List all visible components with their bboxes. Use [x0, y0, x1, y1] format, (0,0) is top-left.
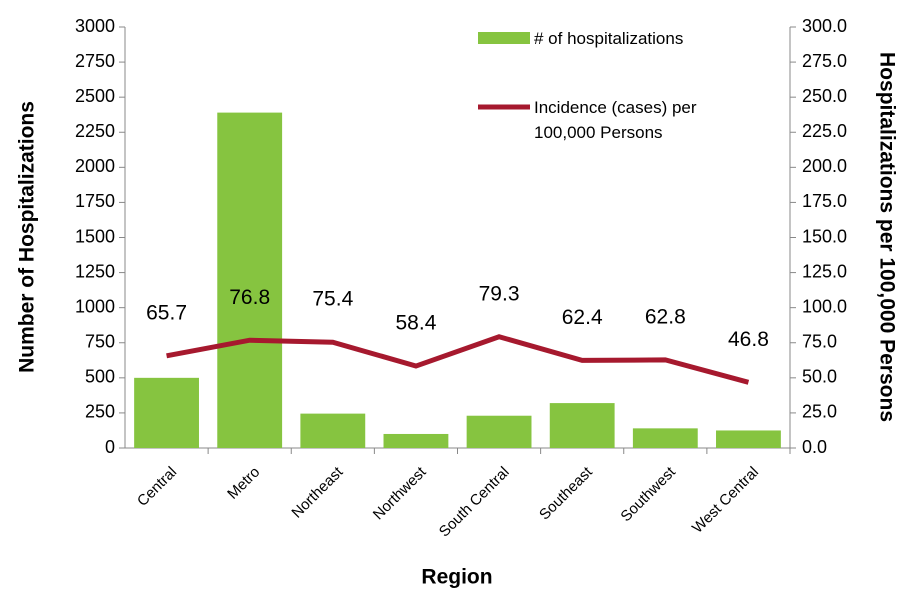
bar — [217, 112, 283, 448]
x-tick-label: Northeast — [288, 463, 347, 522]
legend-label: Incidence (cases) per 100,000 Persons — [534, 98, 697, 142]
y-axis-title: Number of Hospitalizations — [16, 101, 39, 373]
x-tick-label: Central — [134, 464, 180, 510]
x-tick-label: Northwest — [370, 463, 430, 523]
x-tick-label: Southwest — [617, 463, 679, 525]
y2-tick-label: 150.0 — [802, 226, 847, 246]
line — [166, 334, 750, 385]
y-tick-label: 250 — [85, 402, 115, 422]
y2-tick-label: 100.0 — [802, 296, 847, 316]
y2-tick-label: 125.0 — [802, 261, 847, 281]
y-tick-label: 1250 — [75, 261, 115, 281]
data-label: 62.4 — [562, 306, 603, 329]
y-tick-label: 2250 — [75, 121, 115, 141]
y-tick-label: 500 — [85, 367, 115, 387]
x-tick-label: West Central — [689, 464, 762, 537]
legend-item: # of hospitalizations — [534, 29, 684, 48]
x-tick-label: South Central — [436, 464, 513, 541]
bar — [716, 430, 781, 448]
y2-tick-label: 0.0 — [802, 437, 827, 457]
y-tick-label: 1000 — [75, 296, 115, 316]
x-tick-label: Metro — [224, 464, 263, 503]
y-tick-label: 2000 — [75, 156, 115, 176]
data-label: 62.8 — [645, 305, 686, 328]
bar — [383, 433, 449, 448]
x-tick-label: Southeast — [536, 463, 596, 523]
bar — [300, 413, 366, 448]
data-label: 75.4 — [312, 288, 353, 311]
y2-axis-title: Hospitalizations per 100,000 Persons — [875, 52, 898, 422]
legend-label: # of hospitalizations — [534, 29, 684, 48]
y2-tick-label: 175.0 — [802, 191, 847, 211]
legend-item: Incidence (cases) per 100,000 Persons — [534, 98, 697, 142]
data-label: 65.7 — [146, 301, 187, 324]
y2-tick-label: 300.0 — [802, 16, 847, 36]
y-tick-label: 1750 — [75, 191, 115, 211]
bar — [632, 428, 698, 448]
data-label: 79.3 — [479, 282, 520, 305]
y-tick-label: 2750 — [75, 51, 115, 71]
data-label: 46.8 — [728, 328, 769, 351]
x-axis-title: Region — [421, 566, 492, 589]
y2-tick-label: 50.0 — [802, 367, 837, 387]
y-tick-label: 2500 — [75, 86, 115, 106]
y2-tick-label: 75.0 — [802, 332, 837, 352]
y2-tick-label: 25.0 — [802, 402, 837, 422]
y2-tick-label: 200.0 — [802, 156, 847, 176]
y-tick-label: 0 — [105, 437, 115, 457]
data-label: 58.4 — [396, 312, 437, 335]
y-tick-label: 750 — [85, 332, 115, 352]
y2-tick-label: 250.0 — [802, 86, 847, 106]
legend-swatch — [478, 32, 530, 44]
data-label: 76.8 — [229, 286, 270, 309]
y2-tick-label: 275.0 — [802, 51, 847, 71]
bar — [549, 403, 615, 448]
bar — [134, 377, 199, 448]
bar — [466, 415, 532, 448]
y2-tick-label: 225.0 — [802, 121, 847, 141]
y-tick-label: 3000 — [75, 16, 115, 36]
y-tick-label: 1500 — [75, 226, 115, 246]
